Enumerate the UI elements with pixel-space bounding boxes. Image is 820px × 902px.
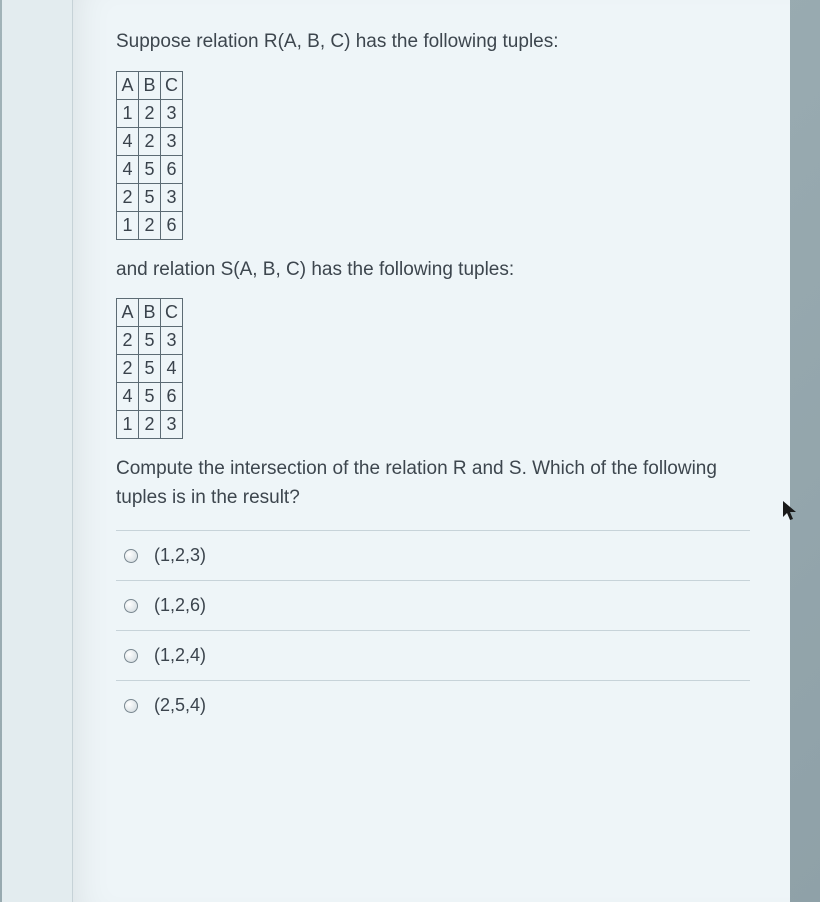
col-a: A xyxy=(117,71,139,99)
table-cell: 1 xyxy=(117,99,139,127)
radio-button[interactable] xyxy=(124,599,138,613)
option-label: (1,2,6) xyxy=(154,595,206,616)
radio-button[interactable] xyxy=(124,649,138,663)
col-c: C xyxy=(161,71,183,99)
table-cell: 5 xyxy=(139,383,161,411)
table-row: 253 xyxy=(117,183,183,211)
table-cell: 2 xyxy=(117,183,139,211)
table-row: 254 xyxy=(117,355,183,383)
table-cell: 1 xyxy=(117,211,139,239)
table-row: 423 xyxy=(117,127,183,155)
table-s-body: 253254456123 xyxy=(117,327,183,439)
table-cell: 5 xyxy=(139,155,161,183)
option-label: (2,5,4) xyxy=(154,695,206,716)
table-row: 123 xyxy=(117,411,183,439)
option-row-1[interactable]: (1,2,6) xyxy=(116,581,750,631)
table-cell: 2 xyxy=(139,99,161,127)
table-row: 456 xyxy=(117,383,183,411)
table-cell: 4 xyxy=(117,155,139,183)
table-cell: 6 xyxy=(161,383,183,411)
option-label: (1,2,3) xyxy=(154,545,206,566)
question-mid: and relation S(A, B, C) has the followin… xyxy=(116,256,750,285)
radio-button[interactable] xyxy=(124,549,138,563)
question-intro: Suppose relation R(A, B, C) has the foll… xyxy=(116,28,750,57)
table-r-header: A B C xyxy=(117,71,183,99)
table-cell: 2 xyxy=(117,327,139,355)
table-cell: 6 xyxy=(161,211,183,239)
option-row-3[interactable]: (2,5,4) xyxy=(116,681,750,730)
table-cell: 4 xyxy=(161,355,183,383)
table-cell: 2 xyxy=(117,355,139,383)
table-cell: 3 xyxy=(161,127,183,155)
col-c: C xyxy=(161,299,183,327)
option-row-2[interactable]: (1,2,4) xyxy=(116,631,750,681)
table-s-header: A B C xyxy=(117,299,183,327)
radio-button[interactable] xyxy=(124,699,138,713)
table-cell: 5 xyxy=(139,327,161,355)
table-cell: 3 xyxy=(161,99,183,127)
screen-frame: Suppose relation R(A, B, C) has the foll… xyxy=(0,0,820,902)
table-r-body: 123423456253126 xyxy=(117,99,183,239)
table-row: 456 xyxy=(117,155,183,183)
table-cell: 2 xyxy=(139,411,161,439)
mouse-cursor-icon xyxy=(782,500,798,522)
option-row-0[interactable]: (1,2,3) xyxy=(116,531,750,581)
table-cell: 2 xyxy=(139,127,161,155)
table-cell: 2 xyxy=(139,211,161,239)
question-ask: Compute the intersection of the relation… xyxy=(116,455,750,512)
table-r: A B C 123423456253126 xyxy=(116,71,183,240)
col-a: A xyxy=(117,299,139,327)
table-s: A B C 253254456123 xyxy=(116,298,183,439)
table-cell: 4 xyxy=(117,383,139,411)
table-row: 123 xyxy=(117,99,183,127)
table-row: 126 xyxy=(117,211,183,239)
table-cell: 4 xyxy=(117,127,139,155)
answer-options: (1,2,3) (1,2,6) (1,2,4) (2,5,4) xyxy=(116,530,750,730)
col-b: B xyxy=(139,299,161,327)
table-cell: 5 xyxy=(139,183,161,211)
table-cell: 3 xyxy=(161,327,183,355)
table-cell: 3 xyxy=(161,411,183,439)
table-row: 253 xyxy=(117,327,183,355)
table-cell: 6 xyxy=(161,155,183,183)
table-cell: 5 xyxy=(139,355,161,383)
col-b: B xyxy=(139,71,161,99)
table-cell: 1 xyxy=(117,411,139,439)
question-panel: Suppose relation R(A, B, C) has the foll… xyxy=(70,0,790,902)
option-label: (1,2,4) xyxy=(154,645,206,666)
table-cell: 3 xyxy=(161,183,183,211)
